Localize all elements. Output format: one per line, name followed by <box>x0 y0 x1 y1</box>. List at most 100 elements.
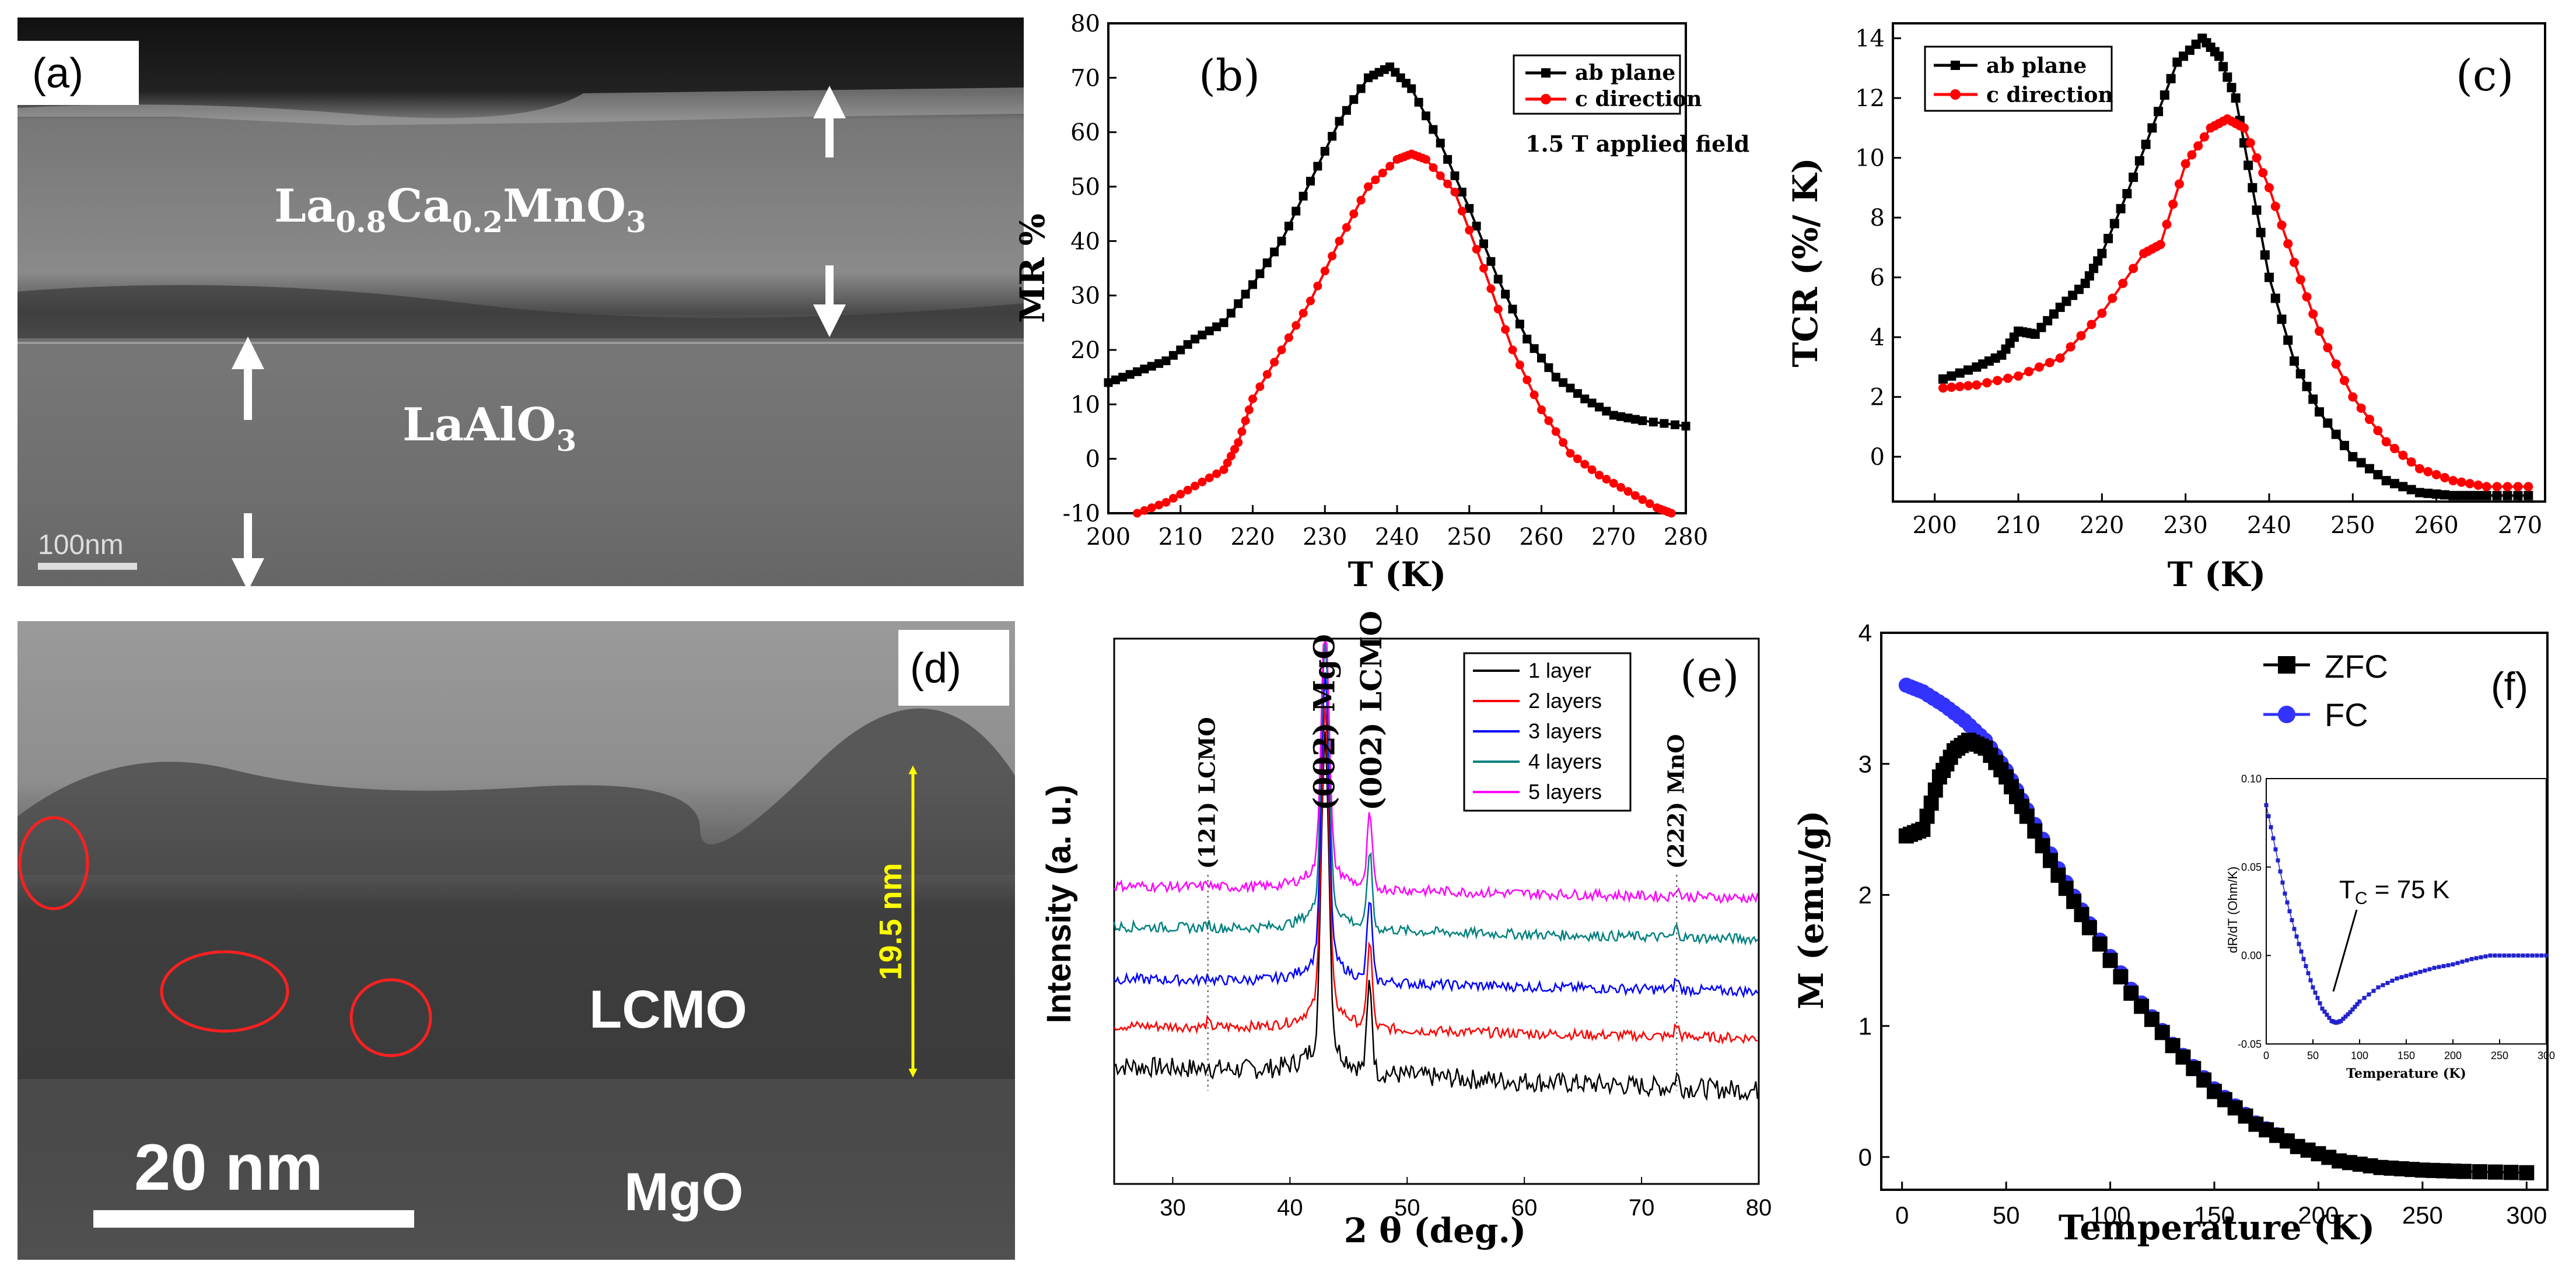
data-point <box>2093 256 2103 266</box>
series-f <box>1898 677 2535 1180</box>
data-point <box>1133 509 1142 518</box>
data-point <box>2283 891 2287 896</box>
data-point <box>1255 382 1265 391</box>
series-b <box>1104 62 1690 518</box>
xlabel-e: 2 θ (deg.) <box>1344 1211 1527 1250</box>
data-point <box>2193 141 2203 151</box>
data-point <box>2277 314 2287 324</box>
data-point <box>2258 168 2268 178</box>
data-point <box>1573 454 1582 464</box>
data-point <box>1183 340 1192 349</box>
data-point <box>2356 403 2366 413</box>
data-point <box>2465 479 2474 489</box>
x-tick-label: 270 <box>1591 524 1636 551</box>
data-point <box>2290 356 2299 366</box>
legend-marker-c-ab <box>1951 61 1960 70</box>
data-point <box>1580 460 1590 469</box>
data-point <box>1919 808 1935 824</box>
data-point <box>1328 251 1337 261</box>
data-point <box>1176 489 1185 499</box>
data-point <box>2322 1010 2327 1014</box>
data-point <box>2260 250 2270 260</box>
data-point <box>2294 934 2299 939</box>
data-point <box>2492 482 2502 492</box>
data-point <box>1638 495 1647 504</box>
legend-marker-f-zfc <box>2278 656 2295 674</box>
data-point <box>2455 961 2460 965</box>
data-point <box>2097 309 2107 318</box>
data-point <box>2492 490 2502 500</box>
data-point <box>2376 985 2381 990</box>
data-point <box>2456 477 2466 487</box>
scale-bar-a <box>38 563 137 570</box>
legend-label-c-c: c direction <box>1986 83 2113 107</box>
data-point <box>2308 978 2313 983</box>
data-point <box>1486 284 1496 293</box>
data-point <box>1429 163 1438 172</box>
data-point <box>2168 199 2178 209</box>
data-point <box>1147 503 1156 513</box>
data-point <box>1955 381 1965 391</box>
x-tick-label: 50 <box>2307 1050 2319 1061</box>
x-tick-label: 250 <box>2402 1201 2443 1229</box>
data-point <box>1551 427 1560 436</box>
film-surface-band <box>18 87 1024 125</box>
data-point <box>1544 416 1553 425</box>
peak-label: (002) LCMO <box>1354 611 1388 811</box>
inset-annotation-pointer <box>2332 909 2358 992</box>
panel-f-chart: 0 50 100 150 200 250 300 0 1 2 3 4 (f) ZFC FC 0 50 10… <box>1791 619 2555 1248</box>
data-point <box>1537 353 1546 363</box>
data-point <box>1422 155 1430 164</box>
data-point <box>2365 415 2374 425</box>
data-point <box>2129 172 2138 182</box>
data-point <box>1191 334 1199 344</box>
y-tick-label: 1 <box>1859 1012 1872 1040</box>
data-point <box>1465 226 1474 235</box>
legend-label-e: 1 layer <box>1528 658 1591 682</box>
data-point <box>1140 506 1149 515</box>
legend-f: ZFC FC <box>2263 648 2388 733</box>
y-tick-label: 0 <box>1859 1144 1872 1171</box>
data-point <box>2362 996 2367 1000</box>
ticks-b: 200 210 220 230 240 250 260 270 280 -10 0 10 20 30 40 5… <box>1063 10 1709 551</box>
data-point <box>1161 356 1171 366</box>
data-point <box>2277 220 2287 230</box>
data-point <box>1248 394 1257 404</box>
data-point <box>1223 458 1232 468</box>
x-tick-label: 30 <box>1160 1195 1186 1221</box>
data-point <box>2035 838 2050 854</box>
data-point <box>1938 374 1948 384</box>
y-tick-label: 20 <box>1070 337 1100 364</box>
data-point <box>2441 964 2446 969</box>
data-point <box>2473 480 2483 490</box>
panel-d: (d) LCMO MgO 19.5 nm 20 nm <box>18 621 1015 1260</box>
data-point <box>2456 490 2466 500</box>
x-tick-label: 260 <box>2414 512 2458 539</box>
data-point <box>1602 407 1611 416</box>
data-point <box>1284 222 1293 231</box>
data-point <box>1938 383 1948 393</box>
x-tick-label: 80 <box>1746 1195 1772 1221</box>
data-point <box>1429 125 1438 134</box>
data-point <box>2081 920 2097 935</box>
data-point <box>2027 823 2043 839</box>
data-point <box>2343 1014 2348 1019</box>
data-point <box>2331 429 2341 439</box>
data-point <box>1638 416 1647 425</box>
data-point <box>2451 962 2455 966</box>
data-point <box>2144 1011 2160 1027</box>
x-tick-label: 250 <box>2491 1050 2508 1061</box>
data-point <box>2525 953 2530 958</box>
data-point <box>2297 942 2301 947</box>
data-point <box>1443 155 1452 164</box>
data-point <box>2482 490 2491 500</box>
data-point <box>2042 853 2058 868</box>
data-point <box>1493 304 1503 314</box>
data-point <box>2474 956 2479 961</box>
data-point <box>1595 402 1604 412</box>
data-point <box>2123 985 2139 1001</box>
data-point <box>2055 353 2065 363</box>
data-point <box>2465 490 2474 500</box>
data-point <box>2385 980 2390 985</box>
data-point <box>2446 963 2451 968</box>
